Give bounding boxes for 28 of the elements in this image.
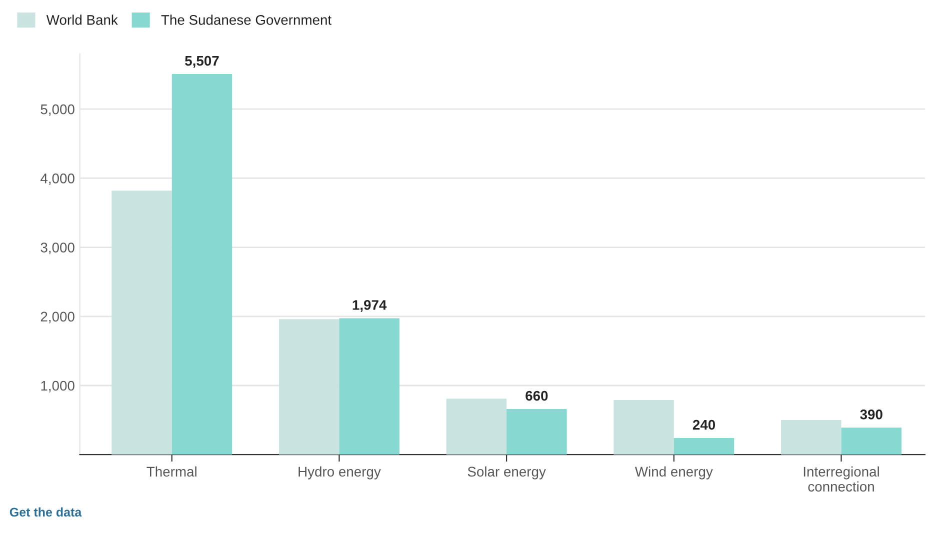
- bar: [614, 400, 674, 455]
- bar: [112, 190, 172, 455]
- x-tick-label: Hydro energy: [298, 466, 381, 480]
- x-tick-label: Wind energy: [634, 466, 713, 480]
- legend-label: The Sudanese Government: [161, 14, 332, 25]
- data-label: 240: [692, 420, 716, 430]
- y-tick-label: 3,000: [40, 242, 74, 254]
- x-tick-label: Interregional connection: [804, 466, 879, 492]
- y-tick-label: 5,000: [40, 104, 74, 116]
- data-label: 660: [526, 390, 548, 401]
- data-label: 390: [860, 410, 882, 420]
- x-tick-label: Solar energy: [468, 466, 546, 480]
- bar: [780, 420, 842, 455]
- data-label: 5,507: [185, 56, 219, 68]
- data-label: 1,974: [352, 300, 387, 312]
- y-tick-label: 4,000: [40, 174, 74, 185]
- bar: [446, 398, 507, 455]
- y-tick-label: 1,000: [41, 380, 74, 392]
- x-tick-label: Thermal: [146, 466, 196, 477]
- bar: [506, 409, 567, 455]
- bar: [339, 318, 400, 455]
- bar: [172, 74, 232, 455]
- legend-label: World Bank: [46, 14, 118, 25]
- y-tick-label: 2,000: [40, 312, 74, 324]
- bar: [674, 438, 734, 455]
- text: Get the data: [10, 507, 82, 517]
- bar: [841, 428, 902, 455]
- bar: [278, 319, 340, 455]
